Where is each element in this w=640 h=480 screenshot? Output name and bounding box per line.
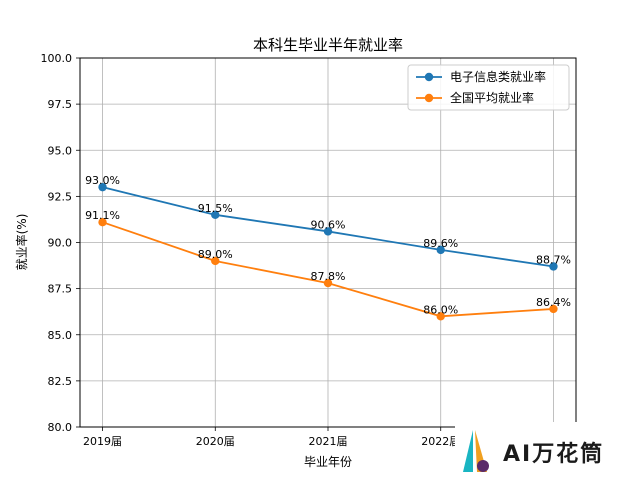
data-label: 91.5% xyxy=(198,202,233,215)
y-tick-label: 82.5 xyxy=(48,375,73,388)
data-point xyxy=(211,256,220,266)
data-label: 90.6% xyxy=(311,218,346,231)
y-tick-label: 92.5 xyxy=(48,190,73,203)
data-point xyxy=(436,245,445,255)
data-label: 87.8% xyxy=(311,270,346,283)
y-tick-label: 80.0 xyxy=(48,421,73,434)
data-label: 88.7% xyxy=(536,253,571,266)
legend-label: 全国平均就业率 xyxy=(450,90,534,105)
data-point xyxy=(549,262,558,271)
y-axis: 80.0 82.5 85.0 87.5 90.0 92.5 95.0 97.5 100.0 xyxy=(41,52,80,434)
x-tick-label: 2022届 xyxy=(421,435,460,448)
x-axis-label: 毕业年份 xyxy=(304,455,352,469)
watermark-text: AI万花筒 xyxy=(503,442,605,467)
legend-swatch-marker xyxy=(424,93,434,103)
y-tick-label: 85.0 xyxy=(48,329,73,342)
x-tick-label: 2021届 xyxy=(309,435,348,448)
y-tick-label: 90.0 xyxy=(48,237,73,250)
data-point xyxy=(323,227,333,236)
data-point xyxy=(323,278,333,288)
legend-swatch-marker xyxy=(424,72,434,82)
data-label: 89.0% xyxy=(198,248,233,261)
data-point xyxy=(436,312,445,321)
data-label: 86.0% xyxy=(423,303,458,316)
data-label: 91.1% xyxy=(85,209,120,222)
chart-title: 本科生毕业半年就业率 xyxy=(253,36,403,54)
data-point xyxy=(211,210,220,220)
y-tick-label: 100.0 xyxy=(41,52,73,65)
x-tick-label: 2019届 xyxy=(83,435,122,448)
data-point xyxy=(98,218,107,227)
x-tick-label: 2020届 xyxy=(196,435,235,448)
y-tick-label: 97.5 xyxy=(48,98,73,111)
data-point xyxy=(98,182,107,192)
y-tick-label: 95.0 xyxy=(48,144,73,157)
data-label: 86.4% xyxy=(536,296,571,309)
y-axis-label: 就业率(%) xyxy=(14,214,29,271)
data-point xyxy=(549,304,558,314)
legend-label: 电子信息类就业率 xyxy=(450,69,546,84)
data-label: 93.0% xyxy=(85,174,120,187)
data-label: 89.6% xyxy=(423,237,458,250)
y-tick-label: 87.5 xyxy=(48,283,73,296)
legend-box xyxy=(407,64,570,111)
watermark-logo: AI万花筒 xyxy=(455,422,640,480)
watermark-icon xyxy=(463,430,489,472)
series-layer: 93.0% 91.5% 90.6% 89.6% 88.7% 91.1% 89.0% 87.8%… xyxy=(85,174,571,321)
